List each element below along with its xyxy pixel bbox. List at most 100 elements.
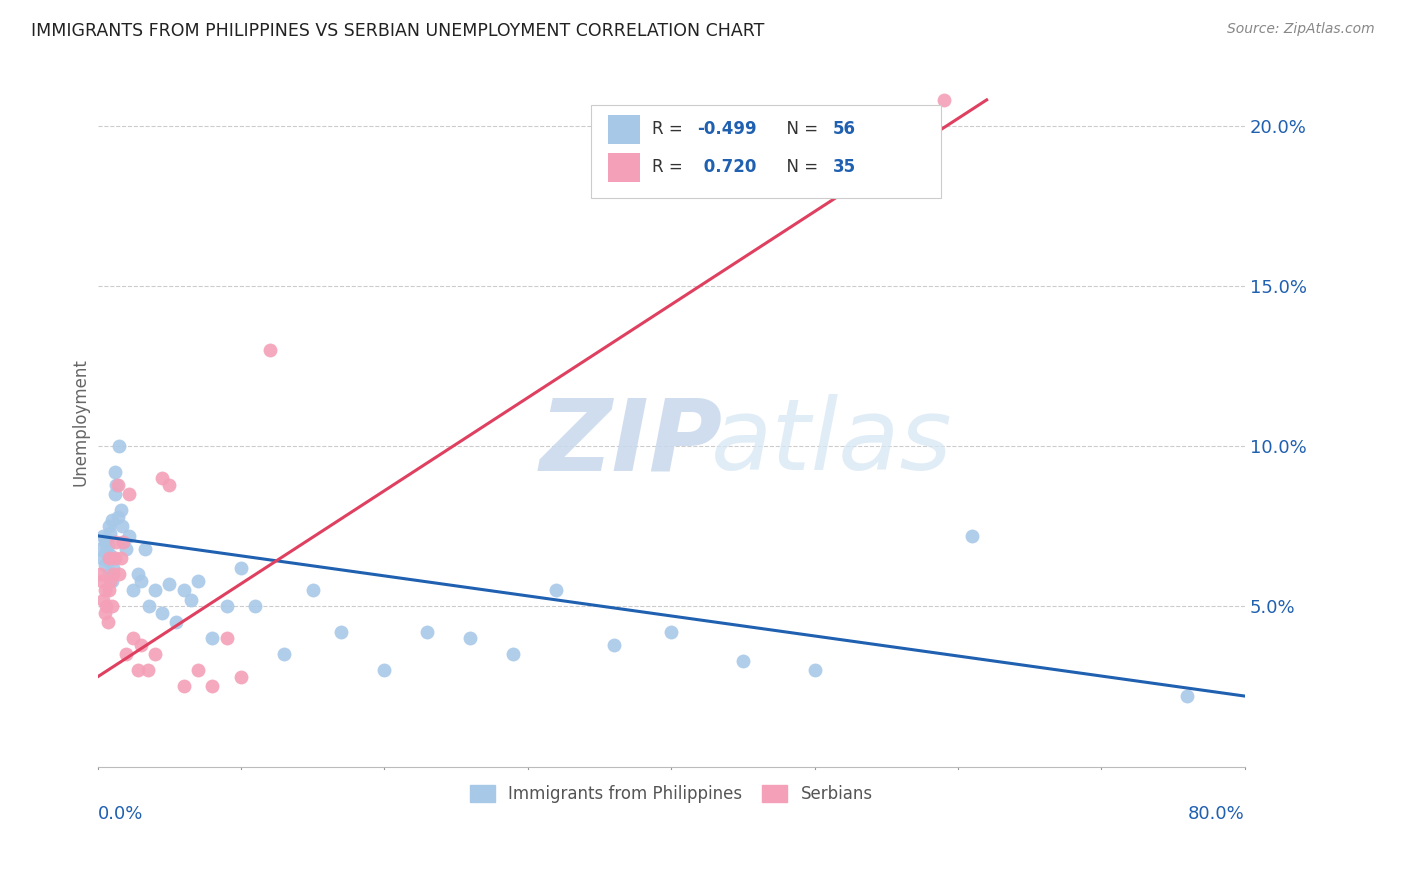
Point [97,615,120,630]
Point [129,638,152,652]
Point [103,561,125,575]
Point [129,574,152,588]
Point [180,593,202,607]
Point [173,680,195,694]
Point [803,664,825,678]
Point [115,648,138,662]
Point [100,574,122,588]
Point [93,535,115,549]
Point [105,535,128,549]
Text: N =: N = [776,120,823,138]
Point [127,567,149,582]
Point [101,574,124,588]
Point [122,632,145,646]
Point [108,567,131,582]
Point [187,664,209,678]
Point [103,567,125,582]
Point [245,599,267,614]
Point [112,535,135,549]
Point [98,519,121,533]
Text: atlas: atlas [711,394,953,491]
Point [100,548,122,562]
FancyBboxPatch shape [607,153,640,181]
Text: 80.0%: 80.0% [1188,805,1244,823]
Point [157,477,180,491]
Point [330,624,353,639]
Point [150,606,173,620]
Point [91,593,114,607]
Point [98,583,121,598]
Text: -0.499: -0.499 [697,120,758,138]
Point [373,664,395,678]
Point [108,439,131,453]
Text: ZIP: ZIP [540,394,723,491]
Point [112,535,135,549]
Point [127,664,149,678]
Point [1177,689,1199,703]
Point [104,487,127,501]
Point [143,648,166,662]
Point [98,551,121,566]
Text: R =: R = [651,158,688,176]
Point [97,538,120,552]
Point [962,529,984,543]
Point [101,513,124,527]
Point [273,648,295,662]
Text: 35: 35 [832,158,856,176]
Point [118,487,141,501]
Text: 56: 56 [832,120,856,138]
Point [502,648,524,662]
Point [118,529,141,543]
Point [138,599,160,614]
Point [659,624,682,639]
Point [165,615,187,630]
Point [201,680,224,694]
Text: Source: ZipAtlas.com: Source: ZipAtlas.com [1227,22,1375,37]
Text: R =: R = [651,120,688,138]
Point [136,664,159,678]
Point [229,561,252,575]
Point [90,551,112,566]
Text: 0.720: 0.720 [697,158,756,176]
Point [104,465,127,479]
Y-axis label: Unemployment: Unemployment [72,358,89,486]
Point [93,606,115,620]
Point [89,541,111,556]
Point [301,583,323,598]
Legend: Immigrants from Philippines, Serbians: Immigrants from Philippines, Serbians [463,779,879,810]
Text: IMMIGRANTS FROM PHILIPPINES VS SERBIAN UNEMPLOYMENT CORRELATION CHART: IMMIGRANTS FROM PHILIPPINES VS SERBIAN U… [31,22,765,40]
Point [416,624,439,639]
Point [122,583,145,598]
Point [229,670,252,684]
Point [105,477,128,491]
Point [932,93,955,107]
Point [97,554,120,568]
Point [215,632,238,646]
Point [546,583,568,598]
Point [93,583,115,598]
Point [101,599,124,614]
Point [110,503,132,517]
Point [731,654,754,668]
FancyBboxPatch shape [591,105,941,198]
Point [91,529,114,543]
Point [215,599,238,614]
Point [107,509,129,524]
Point [104,551,127,566]
Point [134,541,156,556]
Point [187,574,209,588]
Point [115,541,138,556]
Point [100,525,122,540]
Point [460,632,482,646]
Point [173,583,195,598]
Point [111,519,134,533]
Point [603,125,626,139]
Point [98,567,121,582]
Point [93,558,115,572]
Point [150,471,173,485]
Point [201,632,224,646]
Text: 0.0%: 0.0% [97,805,143,823]
Point [96,599,118,614]
Point [96,532,118,546]
Text: N =: N = [776,158,823,176]
